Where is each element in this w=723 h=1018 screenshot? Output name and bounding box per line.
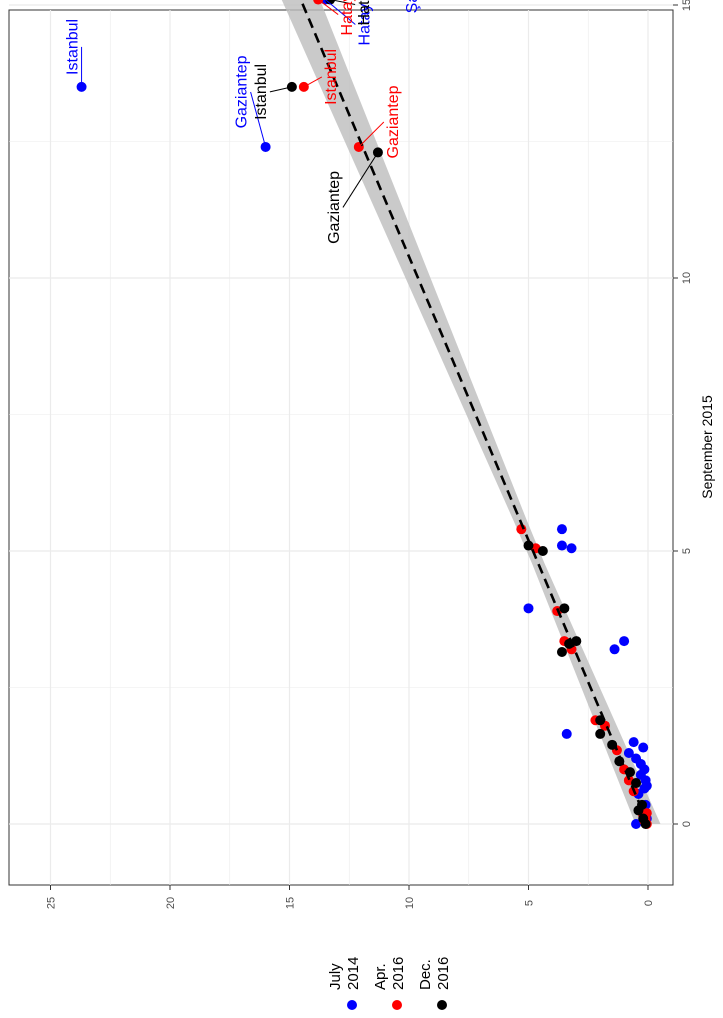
x-tick-label: 5	[681, 548, 693, 554]
data-point-july-2014	[619, 636, 630, 647]
city-label: Hatay	[339, 0, 356, 35]
label-leader	[358, 121, 385, 148]
data-point-dec-2016	[571, 636, 582, 647]
y-tick-label: 5	[524, 900, 536, 906]
data-point-july-2014	[609, 644, 620, 655]
data-point-july-2014	[631, 819, 642, 829]
city-label: Gaziantep	[234, 55, 251, 128]
legend-swatch	[347, 1000, 357, 1010]
label-leader	[317, 0, 339, 15]
label-leader	[342, 152, 379, 208]
legend-swatch	[392, 1000, 402, 1010]
data-point-july-2014	[561, 728, 572, 739]
legend-label-line2: 2016	[390, 957, 407, 990]
x-axis-title: September 2015	[699, 395, 715, 499]
data-point-dec-2016	[631, 778, 642, 789]
legend: July 2014 Apr. 2016 Dec. 2016	[327, 957, 452, 1010]
fit-line-path	[299, 0, 650, 825]
axis-ticks: 051015200510152025	[46, 0, 694, 909]
city-label: Hatay	[356, 4, 373, 46]
data-point-july-2014	[631, 753, 642, 764]
fit-confidence-band	[281, 0, 661, 824]
city-label: Istanbul	[323, 49, 340, 105]
label-leader	[303, 76, 323, 88]
city-label: Şanlıurfa	[404, 0, 421, 13]
y-tick-label: 0	[643, 900, 655, 906]
x-tick-label: 10	[681, 272, 693, 284]
label-leader	[250, 91, 267, 148]
data-point-dec-2016	[556, 647, 567, 658]
label-leaders	[81, 0, 385, 208]
y-tick-label: 25	[46, 897, 58, 909]
x-tick-label: 15	[681, 0, 693, 11]
fit-line	[299, 0, 650, 825]
grid-lines	[9, 4, 673, 885]
y-tick-label: 10	[404, 897, 416, 909]
city-label: Gaziantep	[385, 85, 402, 158]
y-tick-label: 15	[285, 897, 297, 909]
city-labels: IstanbulGaziantepHatayŞanlıurfaIstanbulG…	[65, 0, 422, 244]
label-leader	[325, 0, 356, 25]
city-label: Hatay	[356, 0, 373, 25]
fit-band	[281, 0, 661, 824]
city-label: Istanbul	[253, 64, 270, 120]
data-point-dec-2016	[559, 603, 570, 614]
data-point-dec-2016	[537, 546, 548, 556]
data-point-july-2014	[556, 540, 567, 551]
data-point-july-2014	[623, 748, 634, 759]
plot-panel	[8, 9, 674, 886]
label-leader	[330, 0, 356, 6]
legend-label-line1: July	[327, 963, 344, 990]
legend-label-line2: 2014	[345, 957, 362, 990]
data-point-july-2014	[523, 603, 534, 614]
data-point-july-2014	[556, 524, 567, 535]
data-point-july-2014	[638, 742, 649, 753]
legend-swatch	[437, 1000, 447, 1010]
x-tick-label: 0	[681, 821, 693, 827]
legend-label-line1: Dec.	[417, 959, 434, 990]
city-label: Gaziantep	[326, 171, 343, 244]
y-tick-label: 20	[165, 897, 177, 909]
legend-label-line1: Apr.	[372, 963, 389, 990]
data-point-july-2014	[628, 737, 639, 748]
data-point-dec-2016	[595, 728, 606, 739]
legend-label-line2: 2016	[435, 957, 452, 990]
city-label: Istanbul	[65, 19, 82, 75]
data-point-july-2014	[566, 543, 577, 554]
label-leader	[269, 86, 293, 93]
